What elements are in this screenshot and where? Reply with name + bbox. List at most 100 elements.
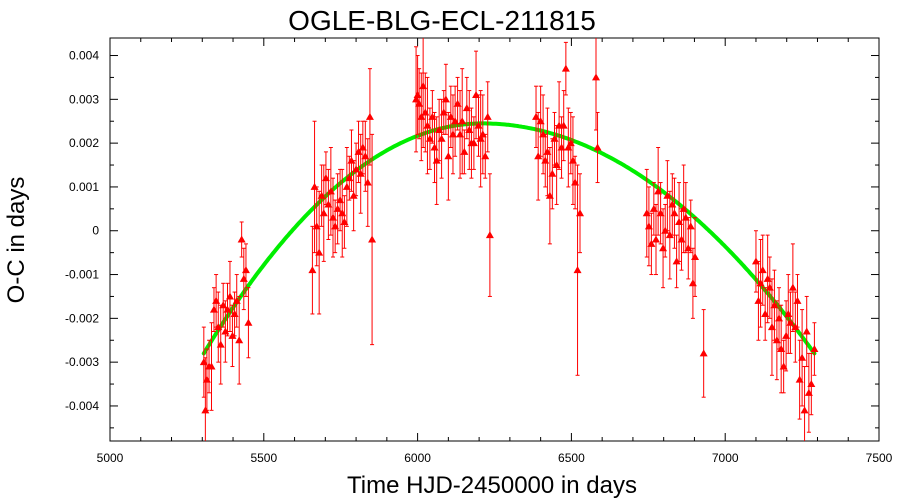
triangle-marker [209, 305, 218, 313]
triangle-marker [593, 143, 602, 151]
data-point [235, 295, 244, 385]
data-point [651, 203, 660, 276]
data-point [212, 274, 221, 328]
triangle-marker [793, 296, 802, 304]
triangle-marker [315, 248, 324, 256]
data-point [568, 116, 577, 205]
data-point [244, 287, 253, 359]
triangle-marker [775, 314, 784, 322]
data-point [534, 111, 543, 201]
data-point [798, 309, 807, 407]
data-point [201, 357, 210, 441]
x-axis-ticks: 5000 5500 6000 6500 7000 7500 [97, 38, 893, 465]
triangle-marker [665, 231, 674, 239]
data-point [363, 138, 372, 227]
triangle-marker [651, 235, 660, 243]
triangle-marker [239, 274, 248, 282]
data-point [541, 133, 550, 188]
data-point [458, 68, 467, 175]
y-axis-ticks: -0.004 -0.003 -0.002 -0.001 0 0.001 0.002 0.003… [65, 49, 879, 429]
triangle-marker [670, 209, 679, 217]
triangle-marker [308, 266, 317, 274]
data-point [670, 177, 679, 249]
data-point [661, 203, 670, 258]
data-point [444, 111, 453, 201]
data-point [699, 309, 708, 398]
triangle-marker [319, 209, 328, 217]
triangle-marker [661, 226, 670, 234]
triangle-marker [430, 143, 439, 151]
triangle-marker [228, 331, 237, 339]
triangle-marker [469, 139, 478, 147]
triangle-marker [699, 349, 708, 357]
data-point [807, 352, 816, 416]
triangle-marker [688, 279, 697, 287]
triangle-marker [802, 327, 811, 335]
triangle-marker [225, 292, 234, 300]
data-point [788, 243, 797, 332]
data-point [532, 85, 541, 149]
data-point [368, 133, 377, 346]
data-point [365, 68, 374, 166]
triangle-marker [349, 191, 358, 199]
triangle-marker [559, 121, 568, 129]
data-point [441, 63, 450, 135]
triangle-marker [458, 117, 467, 125]
triangle-marker [573, 266, 582, 274]
triangle-marker [791, 323, 800, 331]
x-tick-label: 5500 [250, 451, 277, 465]
triangle-marker [800, 406, 809, 414]
y-tick-label: 0.001 [69, 180, 99, 194]
triangle-marker [576, 209, 585, 217]
data-point [225, 260, 234, 332]
triangle-marker [548, 169, 557, 177]
data-point [647, 212, 656, 276]
triangle-marker [798, 353, 807, 361]
triangle-marker [659, 244, 668, 252]
triangle-marker [437, 134, 446, 142]
triangle-marker [568, 156, 577, 164]
triangle-marker [541, 156, 550, 164]
triangle-marker [368, 235, 377, 243]
triangle-marker [212, 296, 221, 304]
y-tick-label: -0.002 [65, 311, 99, 325]
data-point [481, 133, 490, 179]
data-point [430, 111, 439, 184]
x-tick-label: 7500 [866, 451, 893, 465]
data-point [559, 90, 568, 162]
triangle-marker [244, 318, 253, 326]
data-point [483, 81, 492, 153]
y-axis-title: O-C in days [3, 177, 30, 304]
data-point [308, 225, 317, 315]
data-point [686, 199, 695, 254]
fit-curve-line [201, 121, 817, 356]
y-tick-label: 0.002 [69, 136, 99, 150]
triangle-marker [672, 257, 681, 265]
triangle-marker [207, 362, 216, 370]
triangle-marker [485, 231, 494, 239]
data-point [485, 173, 494, 297]
triangle-marker [441, 95, 450, 103]
data-point [315, 190, 324, 315]
triangle-marker [456, 130, 465, 138]
data-point [793, 274, 802, 328]
triangle-marker [481, 152, 490, 160]
y-tick-label: 0.003 [69, 92, 99, 106]
triangle-marker [686, 222, 695, 230]
triangle-marker [235, 336, 244, 344]
triangle-marker [460, 147, 469, 155]
triangle-marker [448, 130, 457, 138]
x-tick-label: 6500 [558, 451, 585, 465]
x-axis-title: Time HJD-2450000 in days [347, 472, 637, 499]
triangle-marker [788, 283, 797, 291]
y-tick-label: 0.004 [69, 49, 99, 63]
triangle-marker [534, 152, 543, 160]
triangle-marker [561, 64, 570, 72]
triangle-marker [356, 169, 365, 177]
data-point [691, 217, 700, 297]
fit-curve-layer [201, 121, 817, 356]
data-point [576, 173, 585, 254]
chart-title: OGLE-BLG-ECL-211815 [288, 5, 596, 36]
data-point [810, 322, 819, 376]
